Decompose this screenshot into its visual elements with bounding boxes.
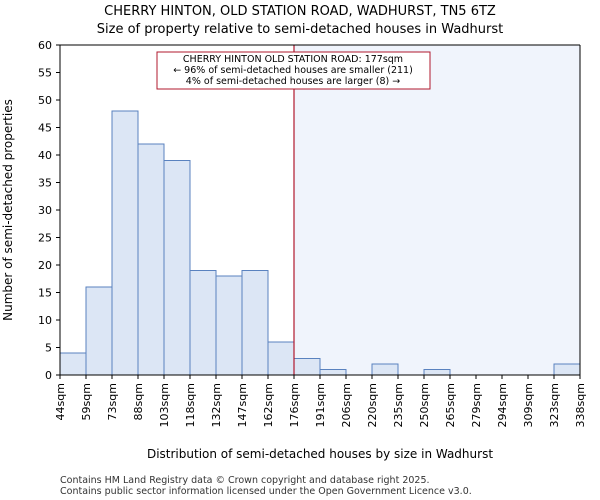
bar (267, 341, 295, 376)
y-tick-marks (56, 44, 60, 376)
x-tick-label: 294sqm (496, 383, 509, 427)
bar (319, 369, 347, 376)
bar (85, 286, 113, 376)
annotation-line-1: CHERRY HINTON OLD STATION ROAD: 177sqm (183, 54, 403, 65)
annotation-line-2: ← 96% of semi-detached houses are smalle… (173, 65, 413, 76)
x-tick-label: 147sqm (236, 383, 249, 427)
bar (163, 160, 191, 376)
annotation-line-3: 4% of semi-detached houses are larger (8… (186, 76, 400, 87)
y-tick-label: 30 (38, 204, 52, 217)
y-tick-label: 25 (38, 232, 52, 245)
y-tick-label: 60 (38, 39, 52, 52)
footer-line-2: Contains public sector information licen… (60, 486, 472, 497)
y-tick-label: 50 (38, 94, 52, 107)
chart-subtitle: Size of property relative to semi-detach… (97, 22, 503, 37)
bar (553, 363, 581, 376)
bar (137, 143, 165, 376)
y-tick-label: 10 (38, 314, 52, 327)
bar (241, 270, 269, 376)
x-tick-label: 176sqm (288, 383, 301, 427)
y-axis-label: Number of semi-detached properties (1, 99, 15, 321)
x-tick-label: 44sqm (54, 383, 67, 420)
bar (189, 270, 217, 376)
footer-line-1: Contains HM Land Registry data © Crown c… (60, 475, 430, 486)
y-tick-label: 35 (38, 177, 52, 190)
x-tick-label: 323sqm (548, 383, 561, 427)
y-tick-label: 0 (45, 369, 52, 382)
x-tick-label: 162sqm (262, 383, 275, 427)
x-tick-label: 265sqm (444, 383, 457, 427)
x-tick-label: 338sqm (574, 383, 587, 427)
bar (371, 363, 399, 376)
y-tick-label: 20 (38, 259, 52, 272)
x-axis-label: Distribution of semi-detached houses by … (147, 447, 493, 461)
y-tick-label: 5 (45, 342, 52, 355)
x-tick-label: 59sqm (80, 383, 93, 420)
bar (111, 110, 139, 376)
y-tick-label: 55 (38, 67, 52, 80)
x-tick-label: 206sqm (340, 383, 353, 427)
x-tick-label: 73sqm (106, 383, 119, 420)
y-tick-label: 45 (38, 122, 52, 135)
x-tick-label: 118sqm (184, 383, 197, 427)
x-tick-labels: 44sqm 59sqm 73sqm 88sqm 103sqm 118sqm 132sqm 14… (54, 375, 587, 427)
x-tick-label: 279sqm (470, 383, 483, 427)
bar (293, 358, 321, 376)
y-tick-label: 15 (38, 287, 52, 300)
bar (59, 352, 87, 376)
bar (423, 369, 451, 376)
x-tick-label: 220sqm (366, 383, 379, 427)
annotation-box: CHERRY HINTON OLD STATION ROAD: 177sqm ←… (156, 51, 431, 90)
x-tick-label: 103sqm (158, 383, 171, 427)
bar (215, 275, 243, 376)
x-tick-label: 88sqm (132, 383, 145, 420)
larger-properties-region (294, 45, 580, 375)
x-tick-label: 309sqm (522, 383, 535, 427)
x-tick-label: 191sqm (314, 383, 327, 427)
chart-title: CHERRY HINTON, OLD STATION ROAD, WADHURS… (104, 4, 496, 19)
x-tick-label: 132sqm (210, 383, 223, 427)
bars (59, 110, 581, 376)
annotation-frame (156, 51, 431, 90)
y-tick-label: 40 (38, 149, 52, 162)
x-tick-label: 250sqm (418, 383, 431, 427)
y-tick-labels: 0 5 10 15 20 25 30 35 40 45 50 55 60 (38, 39, 52, 382)
x-tick-label: 235sqm (392, 383, 405, 427)
